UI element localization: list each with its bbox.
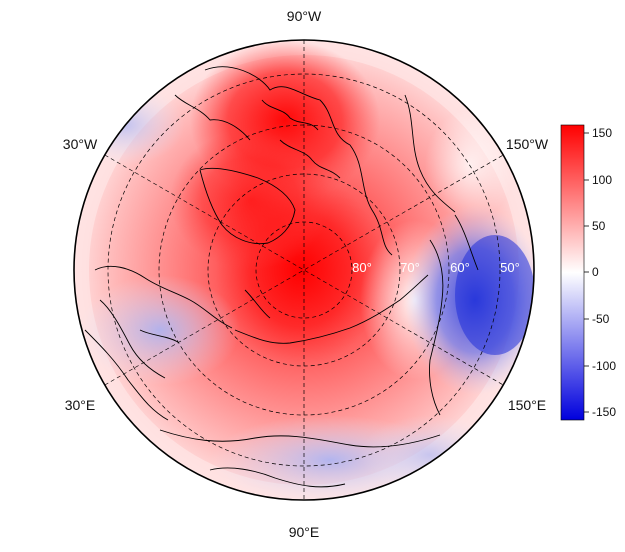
colorbar-tick: -150 xyxy=(592,405,616,419)
lon-label-150e: 150°E xyxy=(508,397,546,413)
lat-label-80: 80° xyxy=(352,260,372,275)
colorbar-tick: 150 xyxy=(592,126,612,140)
lon-label-30w: 30°W xyxy=(63,136,98,152)
lon-label-90w: 90°W xyxy=(287,8,322,24)
colorbar-tick: 100 xyxy=(592,173,612,187)
lon-label-90e: 90°E xyxy=(289,524,320,540)
lon-label-150w: 150°W xyxy=(506,136,549,152)
lon-label-30e: 30°E xyxy=(65,397,96,413)
colorbar-scale xyxy=(560,124,585,421)
anomaly-field xyxy=(74,40,534,500)
colorbar-tick: 0 xyxy=(592,265,599,279)
coastlines xyxy=(84,66,479,488)
graticule xyxy=(104,40,504,500)
colorbar-tick: 50 xyxy=(592,219,606,233)
lat-label-50: 50° xyxy=(500,260,520,275)
colorbar-tick: -50 xyxy=(592,312,610,326)
map-boundary xyxy=(73,39,535,501)
colorbar-tick: -100 xyxy=(592,359,616,373)
colorbar: 150 100 50 0 -50 -100 -150 xyxy=(560,124,616,421)
lat-label-70: 70° xyxy=(400,260,420,275)
lat-label-60: 60° xyxy=(450,260,470,275)
